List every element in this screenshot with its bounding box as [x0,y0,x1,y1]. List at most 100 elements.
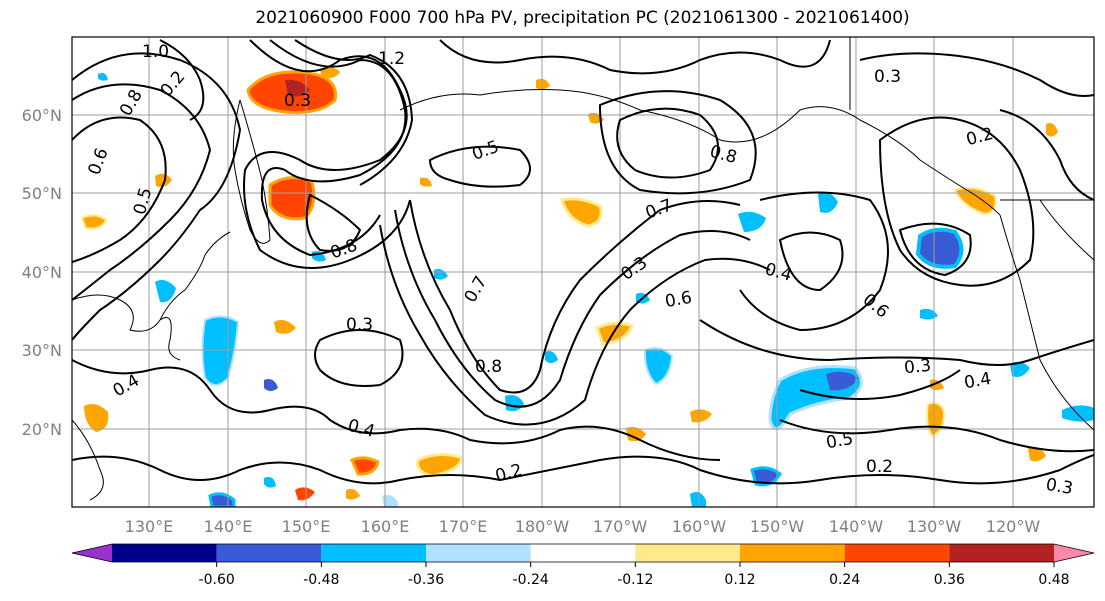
colorbar-tick-label: -0.24 [513,572,549,588]
precip-positive-patch [953,187,997,216]
colorbar-tick-label: -0.48 [303,572,339,588]
colorbar-tick-label: 0.12 [724,572,755,588]
precip-positive-patch [690,409,712,423]
precip-positive-patch [416,453,464,478]
colorbar-segment [635,544,740,562]
colorbar-extend-min [72,544,112,562]
precip-positive-patch [626,426,646,442]
lon-label: 170°W [593,517,648,536]
pv-contour [879,116,1035,287]
lon-label: 130°E [125,517,174,536]
pv-contour [394,209,751,408]
lon-label: 180°W [515,517,570,536]
precip-negative-patch [643,347,674,386]
pv-contour [779,231,844,291]
pv-contour-label: 0.3 [903,356,932,378]
precip-positive-patch [285,79,310,97]
precip-negative-patch [818,192,838,213]
pv-contour [439,39,831,75]
pv-contour [429,145,531,188]
precip-positive-patch [295,487,315,501]
precip-positive-patch [1046,123,1058,137]
colorbar-tick-label: -0.36 [408,572,444,588]
lat-label: 20°N [22,420,62,439]
precip-positive-patch [274,320,296,334]
colorbar-segment [112,544,217,562]
lon-label: 140°E [204,517,253,536]
precip-negative-patch [545,351,558,363]
pv-contour [616,107,719,179]
pv-contour [72,454,1094,485]
colorbar-segment [740,544,845,562]
pv-contour-label: 0.6 [663,288,693,312]
colorbar-segments [71,543,1095,563]
precip-negative-patch [264,379,278,391]
lon-label: 150°E [282,517,331,536]
colorbar-segment [216,544,322,562]
pv-contour [739,191,889,331]
colorbar-tick-label: 0.36 [934,572,965,588]
lon-label: 150°W [750,517,805,536]
pv-contour-label: 0.5 [825,429,855,453]
colorbar-segment [321,544,426,562]
lat-label: 40°N [22,263,62,282]
precip-positive-patch [1028,447,1046,462]
precip-positive-patch [155,173,172,188]
colorbar-tick-label: -0.60 [199,572,235,588]
lon-label: 130°W [907,517,962,536]
precip-negative-patch [382,494,398,507]
precip-negative-patch [826,371,858,391]
pv-contour [999,109,1094,201]
pv-contour [294,39,413,186]
pv-contour [72,52,241,341]
precip-positive-patch [350,456,380,476]
coastline-alaska [399,89,1001,216]
precip-negative-patch [208,492,236,507]
longitude-axis: 130°E 140°E 150°E 160°E 170°E 180°W 170°… [125,517,1041,536]
pv-contour-label: 0.3 [284,91,311,111]
coastline-kamchatka [232,99,271,244]
precip-negative-patch [915,227,964,269]
pv-contour [799,369,961,400]
pv-contour [779,419,1094,453]
colorbar-segment [530,544,636,562]
pv-contour-label: 1.0 [142,42,169,62]
precipitation-anomaly-fills [80,67,1094,507]
colorbar-outline [71,543,1095,563]
precip-positive-patch [420,177,432,187]
lon-label: 160°E [361,517,410,536]
pv-contour [859,52,1094,97]
pv-contour-label: 0.2 [866,457,893,477]
pv-contour [72,83,211,301]
pv-contour [379,224,771,426]
coastline-japan [159,231,231,321]
precip-positive-patch [595,321,635,346]
pv-contour [599,90,757,195]
pv-contour [409,199,741,394]
precip-positive-patch [346,488,360,500]
pv-contour [699,319,1094,366]
precip-negative-patch [690,492,706,507]
precip-negative-patch [750,466,782,487]
colorbar: -0.60 -0.48 -0.36 -0.24 -0.12 0.12 0.24 0.36 0.4… [71,543,1095,588]
coastline-north-america [999,214,1094,431]
colorbar-tick-label: -0.12 [617,572,653,588]
precip-negative-patch [1010,361,1030,377]
lon-label: 120°W [986,517,1041,536]
lon-label: 160°W [672,517,727,536]
pv-contour-label: 0.3 [346,315,373,335]
precip-positive-patch [80,214,108,230]
pv-contour [159,39,205,121]
precip-negative-patch [738,211,766,232]
colorbar-segment [949,544,1054,562]
colorbar-segment [426,544,531,562]
pv-contour [314,329,404,387]
precip-positive-patch [320,67,340,79]
colorbar-segment [844,544,950,562]
colorbar-ticks: -0.60 -0.48 -0.36 -0.24 -0.12 0.12 0.24 0.36 0.4… [199,562,1070,588]
pv-contour [72,116,167,263]
lon-label: 140°W [829,517,884,536]
pv-contour [243,39,411,269]
pv-contour [260,39,407,256]
